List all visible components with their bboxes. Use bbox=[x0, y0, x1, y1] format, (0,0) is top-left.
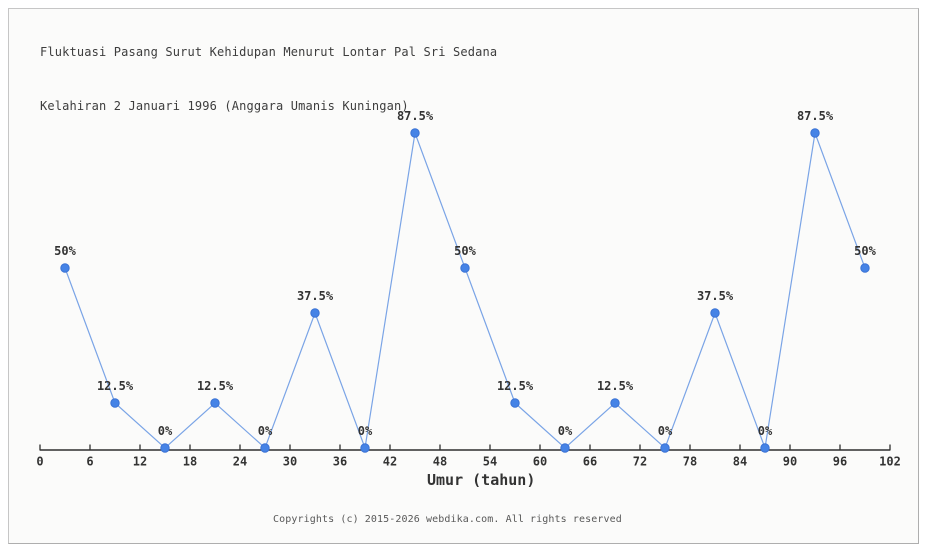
data-point bbox=[710, 308, 720, 318]
data-point-label: 50% bbox=[854, 244, 876, 258]
x-tick-label: 12 bbox=[133, 455, 147, 469]
data-point bbox=[60, 263, 70, 273]
data-point-label: 12.5% bbox=[97, 379, 134, 393]
chart-title-line2: Kelahiran 2 Januari 1996 (Anggara Umanis… bbox=[40, 99, 409, 113]
data-point-label: 0% bbox=[158, 424, 173, 438]
x-tick-label: 24 bbox=[233, 455, 247, 469]
x-tick-label: 0 bbox=[36, 455, 43, 469]
data-point bbox=[110, 398, 120, 408]
data-point bbox=[810, 128, 820, 138]
x-tick-label: 90 bbox=[783, 455, 797, 469]
chart-title: Fluktuasi Pasang Surut Kehidupan Menurut… bbox=[40, 7, 497, 133]
x-axis-label: Umur (tahun) bbox=[427, 471, 536, 489]
x-tick-label: 18 bbox=[183, 455, 197, 469]
x-tick-label: 30 bbox=[283, 455, 297, 469]
data-point bbox=[160, 443, 170, 453]
data-point bbox=[510, 398, 520, 408]
data-point-label: 0% bbox=[758, 424, 773, 438]
chart-title-line1: Fluktuasi Pasang Surut Kehidupan Menurut… bbox=[40, 45, 498, 59]
copyright-text: Copyrights (c) 2015-2026 webdika.com. Al… bbox=[273, 514, 622, 525]
x-tick-label: 84 bbox=[733, 455, 747, 469]
data-point-label: 0% bbox=[358, 424, 373, 438]
data-point-label: 50% bbox=[54, 244, 76, 258]
data-point-label: 37.5% bbox=[697, 289, 734, 303]
x-tick-label: 66 bbox=[583, 455, 597, 469]
data-point bbox=[760, 443, 770, 453]
x-tick-label: 72 bbox=[633, 455, 647, 469]
data-point-label: 87.5% bbox=[397, 109, 434, 123]
data-point-label: 0% bbox=[558, 424, 573, 438]
x-tick-label: 6 bbox=[86, 455, 93, 469]
x-tick-label: 42 bbox=[383, 455, 397, 469]
data-point bbox=[210, 398, 220, 408]
x-tick-label: 36 bbox=[333, 455, 347, 469]
data-point-label: 12.5% bbox=[497, 379, 534, 393]
x-tick-label: 102 bbox=[879, 455, 901, 469]
data-point bbox=[310, 308, 320, 318]
x-tick-label: 96 bbox=[833, 455, 847, 469]
data-point-label: 87.5% bbox=[797, 109, 834, 123]
data-line bbox=[64, 130, 866, 451]
x-tick-label: 78 bbox=[683, 455, 697, 469]
x-tick-label: 60 bbox=[533, 455, 547, 469]
data-point-label: 12.5% bbox=[197, 379, 234, 393]
data-point bbox=[660, 443, 670, 453]
x-tick-label: 54 bbox=[483, 455, 497, 469]
data-point bbox=[260, 443, 270, 453]
data-point bbox=[860, 263, 870, 273]
data-point-label: 37.5% bbox=[297, 289, 334, 303]
data-point-label: 0% bbox=[258, 424, 273, 438]
data-point-label: 0% bbox=[658, 424, 673, 438]
x-tick-label: 48 bbox=[433, 455, 447, 469]
data-point-label: 12.5% bbox=[597, 379, 634, 393]
data-point bbox=[560, 443, 570, 453]
chart-frame bbox=[8, 8, 919, 544]
data-point bbox=[610, 398, 620, 408]
data-point-label: 50% bbox=[454, 244, 476, 258]
data-point bbox=[360, 443, 370, 453]
data-point bbox=[460, 263, 470, 273]
data-point bbox=[410, 128, 420, 138]
